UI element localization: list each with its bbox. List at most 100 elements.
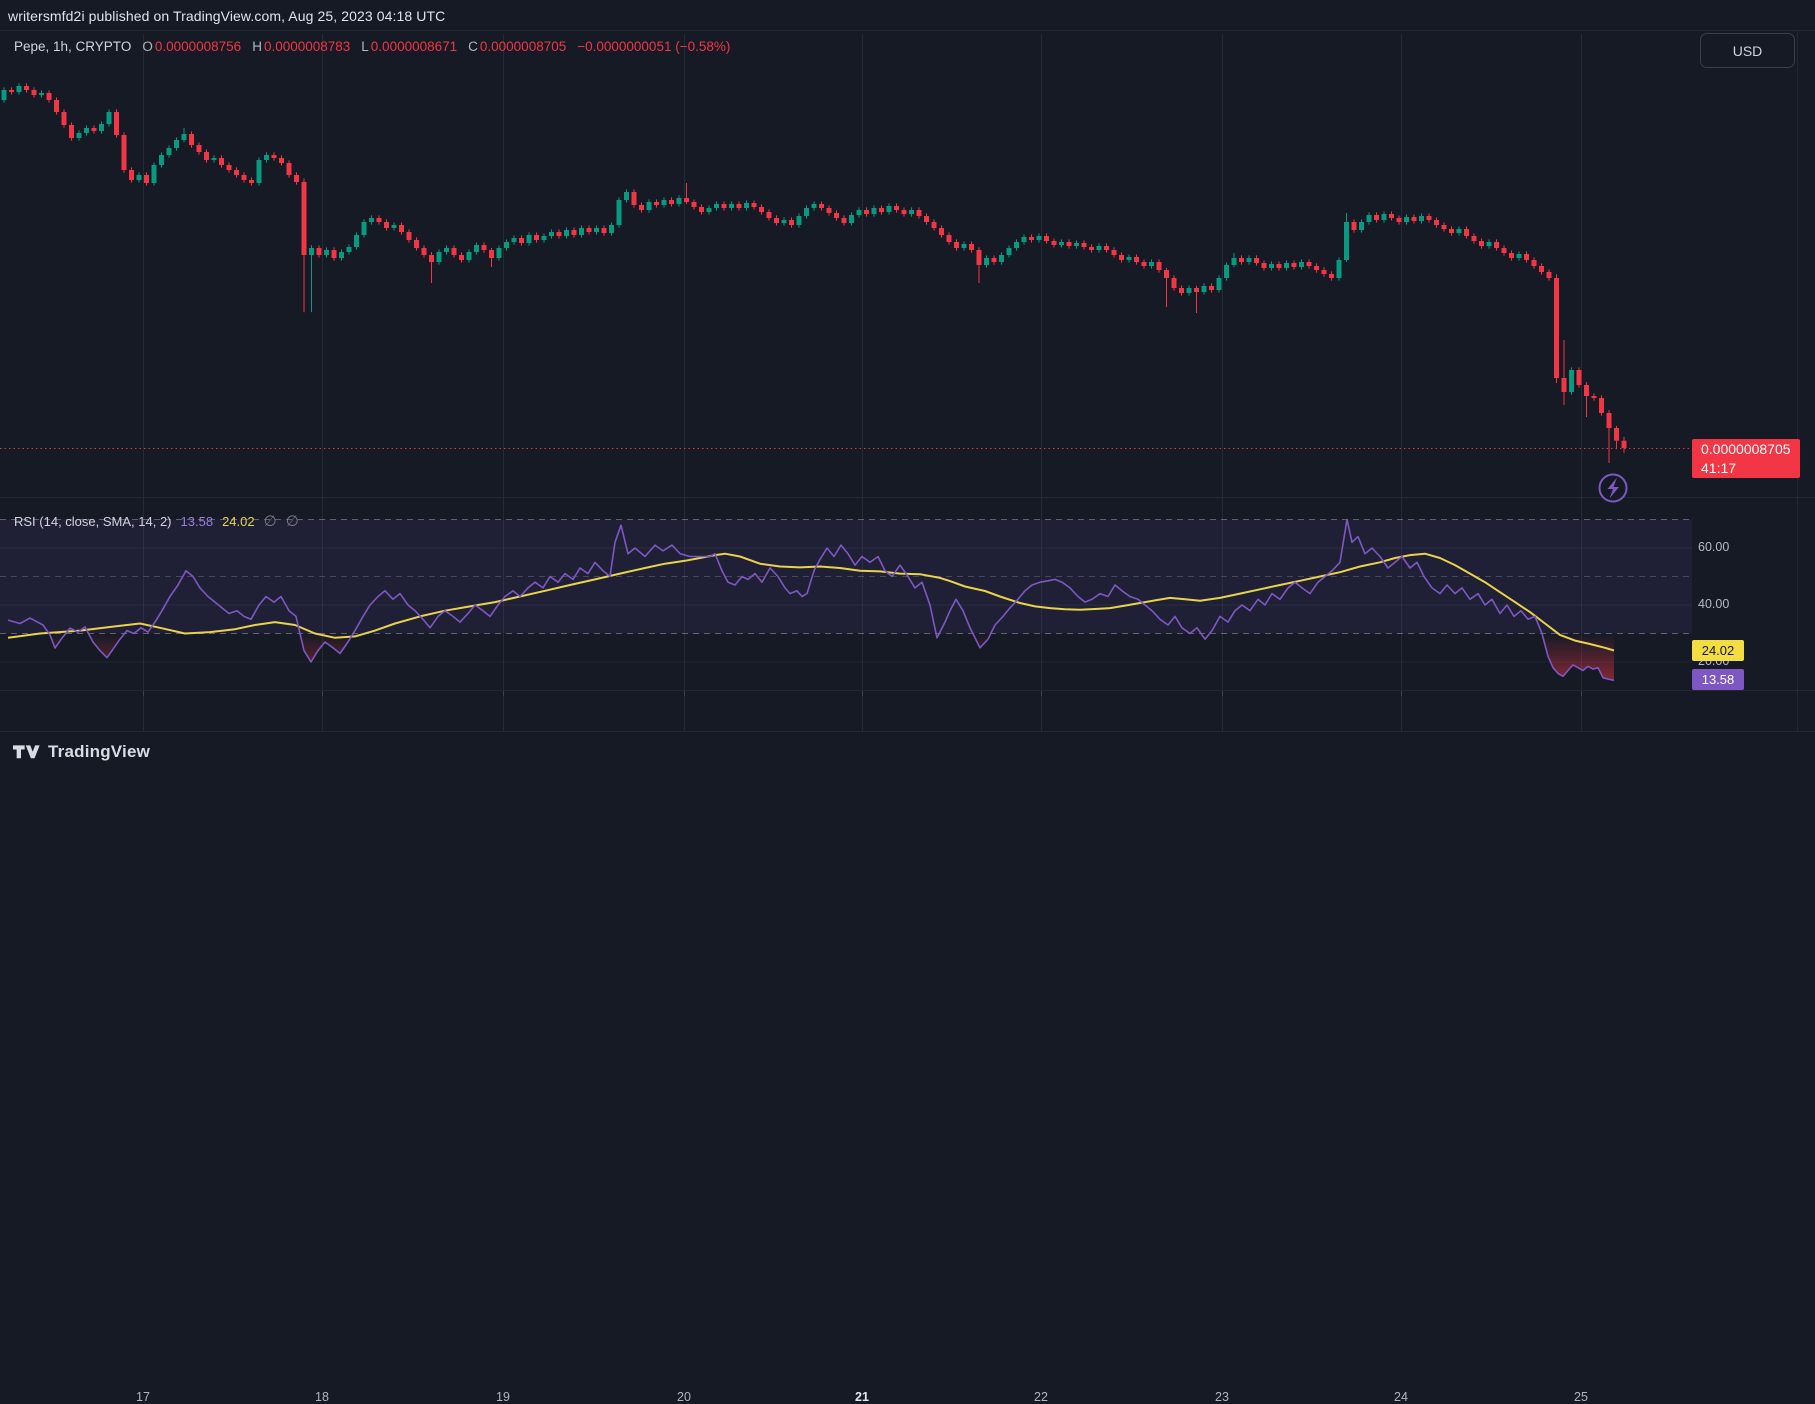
candle-body — [826, 208, 832, 213]
candle-body — [504, 242, 509, 248]
rsi-ma-line — [7, 552, 1615, 652]
candle-body — [1531, 260, 1537, 266]
tradingview-link[interactable]: TradingView — [13, 742, 150, 762]
close-label: C — [468, 39, 478, 54]
candle-body — [151, 165, 157, 183]
rsi-ma-badge: 24.02 — [1692, 640, 1744, 661]
candle-body — [1621, 440, 1627, 448]
candle-body — [39, 93, 44, 95]
candle-body — [646, 202, 652, 210]
candle-body — [721, 204, 727, 208]
candle-body — [1029, 237, 1034, 240]
time-label-19: 19 — [496, 1390, 510, 1404]
candle-body — [1171, 278, 1177, 288]
low-value: 0.0000008671 — [370, 39, 458, 54]
candle-body — [399, 225, 404, 232]
symbol-title[interactable]: Pepe, 1h, CRYPTO — [14, 39, 132, 54]
chart-canvas[interactable] — [0, 0, 1815, 774]
candle-body — [1059, 242, 1064, 245]
candle-body — [331, 250, 337, 258]
candle-body — [1351, 222, 1357, 230]
candle-body — [1, 90, 7, 101]
candle-body — [511, 238, 517, 242]
candle-body — [609, 225, 614, 233]
candle-body — [384, 222, 389, 228]
candle-body — [1014, 242, 1019, 248]
candle-body — [114, 112, 119, 135]
candle-body — [481, 245, 487, 250]
candle-body — [954, 242, 959, 248]
candle-body — [1066, 242, 1072, 246]
candle-body — [1254, 258, 1259, 263]
candle-body — [864, 210, 869, 214]
candle-body — [219, 158, 224, 165]
candle-body — [781, 220, 787, 223]
candle-body — [1434, 220, 1439, 225]
candle-body — [1006, 248, 1012, 255]
candle-body — [714, 204, 719, 208]
candle-body — [451, 248, 457, 255]
candle-body — [879, 208, 884, 212]
time-label-24: 24 — [1394, 1390, 1408, 1404]
candle-body — [751, 203, 757, 207]
empty-set-icon: ∅ — [263, 513, 277, 530]
candle-body — [1194, 288, 1199, 292]
candle-body — [1231, 258, 1237, 265]
candle-body — [1224, 265, 1229, 278]
time-axis[interactable]: 17 18 19 20 21 22 23 24 25 — [0, 691, 1815, 1404]
rsi-legend: RSI (14, close, SMA, 14, 2) 13.58 24.02 … — [14, 512, 299, 530]
candle-body — [811, 204, 817, 208]
candle-body — [834, 213, 839, 218]
candle-body — [466, 252, 472, 260]
currency-button[interactable]: USD — [1700, 33, 1795, 68]
candle-body — [84, 128, 89, 133]
candle-body — [1426, 216, 1432, 220]
candle-body — [1546, 272, 1552, 278]
candle-body — [1524, 254, 1529, 260]
candle-body — [444, 248, 449, 252]
candle-body — [1561, 378, 1567, 392]
candle-body — [804, 208, 809, 216]
candle-body — [166, 148, 172, 155]
candle-body — [436, 252, 442, 262]
candle-body — [279, 158, 284, 163]
rsi-scale-label-60: 60.00 — [1698, 540, 1730, 554]
rsi-title[interactable]: RSI (14, close, SMA, 14, 2) — [14, 513, 172, 529]
close-value: 0.0000008705 — [479, 39, 567, 54]
candle-body — [346, 247, 352, 252]
candle-body — [391, 225, 397, 228]
candle-body — [1456, 229, 1462, 233]
candle-body — [369, 218, 374, 222]
candle-body — [76, 133, 82, 138]
candle-body — [1291, 263, 1297, 267]
candle-body — [1096, 246, 1102, 250]
candle-body — [931, 222, 937, 228]
lightning-icon — [1607, 477, 1619, 499]
candle-body — [1299, 262, 1304, 267]
high-value: 0.0000008783 — [263, 39, 351, 54]
header-divider — [0, 30, 1815, 31]
candle-body — [1119, 255, 1124, 260]
candle-body — [1411, 217, 1417, 221]
time-label-25: 25 — [1574, 1390, 1588, 1404]
rsi-value: 13.58 — [180, 513, 214, 529]
candle-body — [226, 165, 232, 170]
candle-body — [1284, 263, 1289, 268]
candle-body — [549, 232, 554, 236]
candle-body — [819, 204, 824, 208]
candle-body — [1164, 270, 1169, 278]
candle-body — [99, 124, 104, 131]
candle-body — [459, 255, 464, 260]
candle-body — [1374, 215, 1379, 220]
candle-body — [1419, 216, 1424, 221]
candle-body — [1149, 262, 1154, 266]
candle-body — [1306, 262, 1312, 266]
candle-body — [249, 180, 254, 183]
candle-body — [1404, 217, 1409, 222]
candle-body — [624, 192, 629, 200]
candle-body — [924, 216, 929, 222]
candle-body — [631, 192, 637, 205]
candle-body — [414, 240, 419, 248]
time-label-18: 18 — [315, 1390, 329, 1404]
high-label: H — [252, 39, 262, 54]
